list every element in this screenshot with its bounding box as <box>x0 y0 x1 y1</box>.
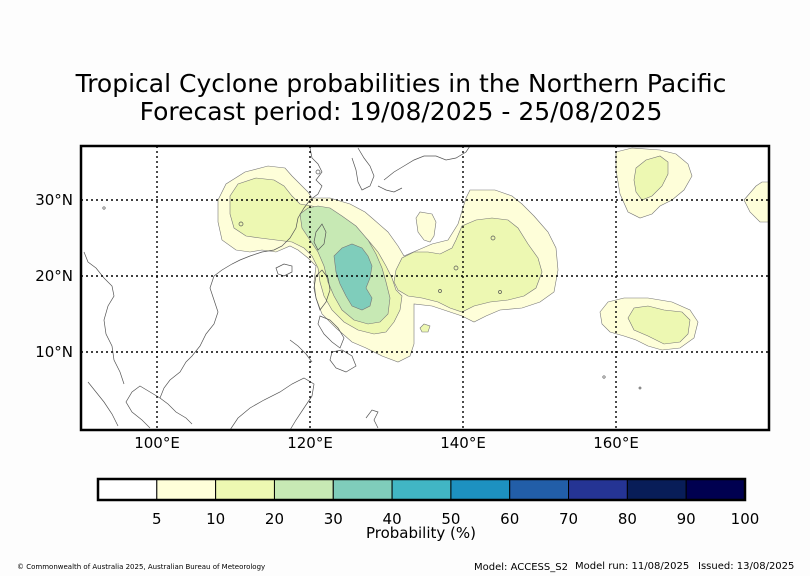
coast-china <box>213 147 323 277</box>
colorbar-tick-label: 90 <box>677 510 696 528</box>
colorbar-tick-label: 50 <box>441 510 460 528</box>
colorbar-swatch <box>332 478 393 501</box>
coast-malay <box>83 251 125 385</box>
title-line-2: Forecast period: 19/08/2025 - 25/08/2025 <box>139 97 663 126</box>
coast-taiwan <box>313 223 327 251</box>
copyright-notice: © Commonwealth of Australia 2025, Austra… <box>17 563 266 571</box>
graticule <box>81 146 769 430</box>
lon-label-140: 140°E <box>440 434 486 452</box>
lon-label-120: 120°E <box>287 434 333 452</box>
coast-japan <box>383 146 471 181</box>
model-name: Model: ACCESS_S2 <box>474 562 568 573</box>
prob-10-far-north-region <box>633 155 669 201</box>
coast-luzon <box>313 269 331 311</box>
colorbar-title: Probability (%) <box>366 524 476 542</box>
colorbar-frame <box>96 477 747 502</box>
chart-title: Tropical Cyclone probabilities in the No… <box>0 70 802 126</box>
colorbar-tick-label: 30 <box>324 510 343 528</box>
prob-10-small-south-region <box>419 323 431 333</box>
coastlines <box>83 146 471 430</box>
colorbar-swatch <box>568 478 628 501</box>
prob-10-central-region <box>393 217 543 313</box>
colorbar-swatch <box>685 478 746 501</box>
lat-label-30: 30°N <box>35 191 73 209</box>
colorbar-swatch <box>97 478 158 501</box>
prob-30-core-region <box>333 243 373 311</box>
colorbar-tick-label: 10 <box>206 510 225 528</box>
colorbar-swatch <box>273 478 334 501</box>
colorbar-swatch <box>391 478 452 501</box>
coast-hainan <box>275 263 293 277</box>
prob-10-southeast-region <box>627 305 691 345</box>
coast-sulawesi <box>365 409 379 429</box>
colorbar-swatch <box>509 478 570 501</box>
colorbar-swatch <box>215 478 275 501</box>
title-line-1: Tropical Cyclone probabilities in the No… <box>75 69 727 98</box>
colorbar: 5 10 20 30 40 50 60 70 80 90 100 <box>96 477 760 528</box>
coast-indochina <box>159 275 219 425</box>
lat-label-20: 20°N <box>35 267 73 285</box>
coast-palawan <box>289 339 313 363</box>
islands <box>102 169 642 390</box>
coast-visayas <box>317 315 345 349</box>
coast-mindanao <box>329 349 357 373</box>
colorbar-tick-label: 100 <box>731 510 760 528</box>
colorbar-tick-label: 20 <box>265 510 284 528</box>
lon-label-160: 160°E <box>593 434 639 452</box>
prob-5-east-edge-region <box>743 181 769 223</box>
coast-sumatra <box>87 381 119 427</box>
colorbar-swatch <box>156 478 217 501</box>
lat-label-10: 10°N <box>35 343 73 361</box>
map-frame <box>79 144 771 432</box>
prob-5-north-central-region <box>415 211 437 243</box>
lon-label-100: 100°E <box>134 434 180 452</box>
colorbar-tick-label: 80 <box>618 510 637 528</box>
colorbar-tick-label: 40 <box>383 510 402 528</box>
colorbar-tick-label: 60 <box>500 510 519 528</box>
coast-korea <box>351 147 375 191</box>
issued-date: Issued: 13/08/2025 <box>698 561 795 572</box>
coast-borneo <box>229 377 315 430</box>
map-content <box>81 146 769 430</box>
coast-thai-gulf <box>125 385 161 429</box>
probability-30-regions <box>333 243 373 311</box>
colorbar-swatch <box>626 478 687 501</box>
colorbar-tick-label: 5 <box>152 510 162 528</box>
coast-japan-south <box>377 185 403 193</box>
colorbar-tick-label: 70 <box>559 510 578 528</box>
colorbar-swatch <box>450 478 511 501</box>
model-run-date: Model run: 11/08/2025 <box>575 561 690 572</box>
